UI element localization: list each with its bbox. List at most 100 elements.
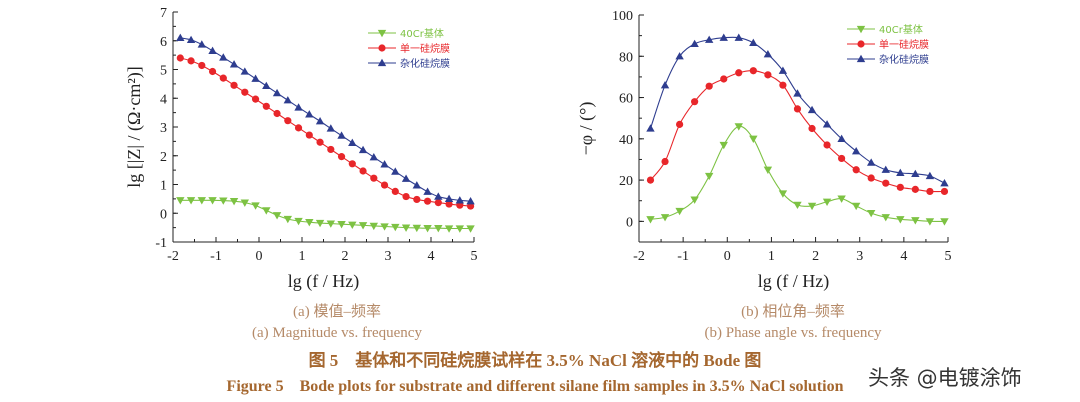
- chart-b-data-point: [867, 174, 875, 182]
- chart-a-data-point: [198, 61, 206, 70]
- chart-a-x-tick-label: 2: [342, 249, 349, 264]
- chart-b-data-point: [763, 166, 773, 174]
- chart-a-data-point: [208, 197, 217, 205]
- chart-a-data-point: [251, 95, 260, 103]
- figure-title-en: Figure 5 Bode plots for substrate and di…: [226, 378, 844, 395]
- chart-b-data-point: [837, 195, 846, 203]
- chart-a-data-point: [412, 181, 422, 189]
- chart-a-data-point: [294, 103, 303, 111]
- chart-a-data-point: [197, 40, 207, 48]
- chart-a-legend-marker: [378, 44, 386, 52]
- chart-a-data-point: [391, 223, 400, 232]
- chart-a-data-point: [337, 153, 346, 161]
- chart-a-series-line: [180, 199, 471, 230]
- chart-a-data-point: [401, 174, 411, 182]
- chart-b-y-tick-label: 60: [619, 92, 633, 107]
- chart-a-data-point: [369, 222, 379, 231]
- caption-a-cn: (a) 模值–频率: [293, 304, 381, 320]
- chart-a-data-point: [337, 131, 346, 139]
- chart-a-data-point: [262, 81, 271, 90]
- chart-b-y-tick-label: 80: [619, 50, 633, 65]
- chart-b-x-tick-label: 5: [945, 249, 952, 264]
- chart-a-legend-marker: [377, 29, 387, 38]
- chart-a-data-point: [348, 138, 357, 146]
- chart-a-y-tick-label: 6: [160, 35, 167, 50]
- chart-a-data-point: [241, 88, 249, 96]
- chart-a-data-point: [251, 74, 260, 82]
- chart-b-data-point: [778, 190, 788, 198]
- chart-b-data-point: [676, 120, 684, 128]
- chart-b-data-point: [940, 178, 949, 187]
- chart-a-data-point: [305, 110, 314, 118]
- chart-b-data-point: [704, 35, 714, 43]
- chart-a-legend-label: 40Cr基体: [400, 27, 444, 40]
- chart-a-data-point: [434, 199, 442, 207]
- chart-b-data-point: [719, 33, 728, 41]
- chart-b-x-tick-label: 4: [900, 249, 907, 264]
- chart-b-y-tick-label: 0: [626, 215, 633, 230]
- chart-a-data-point: [455, 225, 465, 233]
- chart-a-data-point: [305, 219, 314, 227]
- chart-b-data-point: [940, 218, 949, 226]
- chart-b-data-point: [851, 147, 861, 155]
- chart-b-data-point: [793, 201, 802, 210]
- chart-a-data-point: [262, 207, 271, 215]
- chart-b-data-point: [691, 98, 699, 106]
- chart-b-y-tick-label: 40: [619, 133, 633, 148]
- chart-b-data-point: [720, 75, 728, 83]
- chart-b-data-point: [911, 169, 920, 178]
- chart-a-y-axis-label: lg [|Z| / (Ω·cm²)]: [124, 66, 145, 187]
- chart-b-legend-label: 单一硅烷膜: [879, 38, 929, 51]
- chart-b-data-point: [838, 154, 846, 163]
- chart-a-data-point: [391, 167, 400, 175]
- chart-b-data-point: [866, 209, 876, 218]
- chart-a-data-point: [230, 81, 238, 89]
- chart-b-data-point: [822, 198, 832, 206]
- chart-b-data-point: [793, 105, 802, 113]
- chart-a-data-point: [186, 35, 196, 44]
- chart-a-data-point: [391, 187, 399, 195]
- chart-a-data-point: [294, 124, 303, 132]
- chart-a-data-point: [369, 152, 379, 161]
- chart-a-data-point: [423, 197, 432, 205]
- chart-a-data-point: [380, 223, 389, 231]
- chart-a-data-point: [326, 220, 336, 228]
- chart-b-data-point: [764, 71, 772, 79]
- chart-b-data-point: [882, 179, 890, 187]
- chart-b-data-point: [704, 172, 714, 181]
- chart-a-data-point: [176, 54, 184, 62]
- chart-b-data-point: [779, 81, 787, 89]
- chart-a-legend-label: 单一硅烷膜: [400, 42, 450, 55]
- chart-a-y-tick-label: 4: [160, 92, 167, 107]
- chart-b-data-point: [837, 134, 846, 142]
- chart-b-y-tick-label: 100: [612, 9, 633, 24]
- watermark: 头条 @电镀涂饰: [868, 366, 1022, 390]
- chart-a-data-point: [187, 57, 195, 65]
- chart-a-data-point: [229, 60, 239, 68]
- chart-b-data-point: [896, 168, 905, 177]
- chart-b-x-tick-label: 0: [724, 249, 731, 264]
- chart-a-x-axis-label: lg (f / Hz): [288, 271, 359, 292]
- chart-b-x-axis-label: lg (f / Hz): [758, 271, 829, 292]
- chart-a-data-point: [262, 102, 270, 110]
- chart-a-y-tick-label: 7: [160, 6, 167, 21]
- chart-a-data-point: [176, 197, 185, 205]
- chart-b-data-point: [646, 124, 655, 132]
- chart-a-data-point: [305, 131, 313, 139]
- chart-a-data-point: [186, 197, 196, 205]
- chart-a-y-tick-label: 2: [160, 150, 167, 165]
- chart-b-x-tick-label: -1: [677, 249, 689, 264]
- chart-a-data-point: [348, 160, 356, 168]
- chart-b-data-point: [911, 217, 920, 225]
- chart-a-data-point: [315, 117, 325, 125]
- chart-b-data-point: [690, 196, 699, 204]
- chart-a-data-point: [444, 225, 454, 233]
- chart-b-legend-label: 杂化硅烷膜: [879, 53, 929, 66]
- chart-a-data-point: [272, 88, 282, 97]
- chart-a-data-point: [240, 199, 250, 207]
- chart-a-y-tick-label: 1: [160, 179, 167, 194]
- chart-b-data-point: [646, 216, 655, 224]
- chart-a-data-point: [283, 96, 293, 104]
- chart-b-x-tick-label: -2: [633, 249, 645, 264]
